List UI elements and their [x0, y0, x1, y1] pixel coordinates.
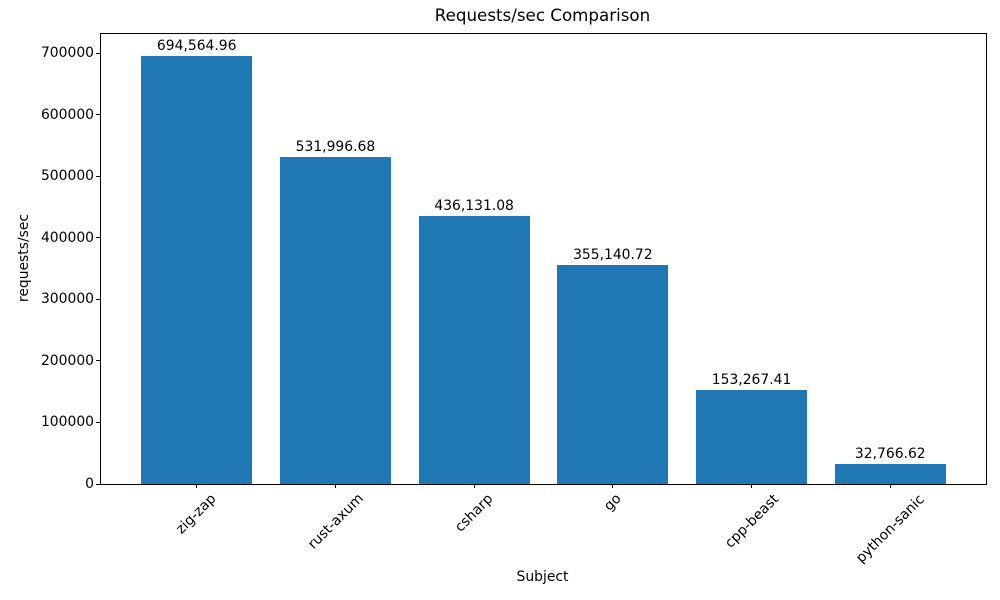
y-axis-label: requests/sec	[16, 213, 32, 303]
x-tick-label: python-sanic	[852, 491, 928, 566]
bar-value-label: 694,564.96	[156, 38, 237, 55]
plot-area: 0 100000 200000 300000 400000 500000 600000 700…	[41, 33, 987, 566]
y-tick-mark	[96, 483, 100, 485]
x-tick-label: cpp-beast	[721, 491, 782, 552]
bar-value-label: 32,766.62	[854, 445, 926, 462]
y-tick-mark	[96, 175, 100, 177]
y-tick-label: 500000	[40, 168, 94, 185]
y-tick-mark	[96, 360, 100, 362]
bar	[418, 215, 530, 484]
bar	[696, 389, 808, 484]
bar-value-label: 436,131.08	[434, 197, 514, 214]
y-tick-mark	[96, 298, 100, 300]
y-tick-label: 300000	[40, 291, 94, 308]
y-tick-label: 400000	[40, 229, 94, 246]
x-axis-label: Subject	[516, 569, 569, 585]
bar	[279, 156, 391, 484]
x-tick-label: go	[601, 490, 625, 515]
x-tick-label: rust-axum	[304, 490, 367, 553]
x-tick-mark	[889, 484, 891, 488]
bar-value-label: 531,996.68	[295, 138, 376, 155]
bar-value-label: 153,267.41	[711, 371, 792, 388]
x-tick-mark	[751, 484, 753, 488]
x-tick-label: zig-zap	[173, 491, 220, 538]
y-tick-mark	[96, 52, 100, 54]
chart-title: Requests/sec Comparison	[434, 5, 651, 25]
y-tick-label: 200000	[40, 352, 94, 369]
bar	[557, 265, 669, 484]
y-tick-mark	[96, 114, 100, 116]
x-tick-mark	[196, 484, 198, 488]
y-tick-label: 600000	[40, 106, 94, 123]
x-tick-mark	[473, 484, 475, 488]
y-tick-mark	[96, 421, 100, 423]
y-tick-label: 100000	[40, 414, 94, 431]
y-tick-label: 700000	[40, 45, 94, 62]
x-tick-mark	[334, 484, 336, 488]
x-tick-mark	[612, 484, 614, 488]
bar-value-label: 355,140.72	[573, 247, 653, 264]
x-tick-label: csharp	[451, 491, 497, 536]
y-tick-label: 0	[85, 476, 94, 492]
y-tick-mark	[96, 237, 100, 239]
bar	[834, 463, 946, 484]
bar	[141, 56, 253, 484]
